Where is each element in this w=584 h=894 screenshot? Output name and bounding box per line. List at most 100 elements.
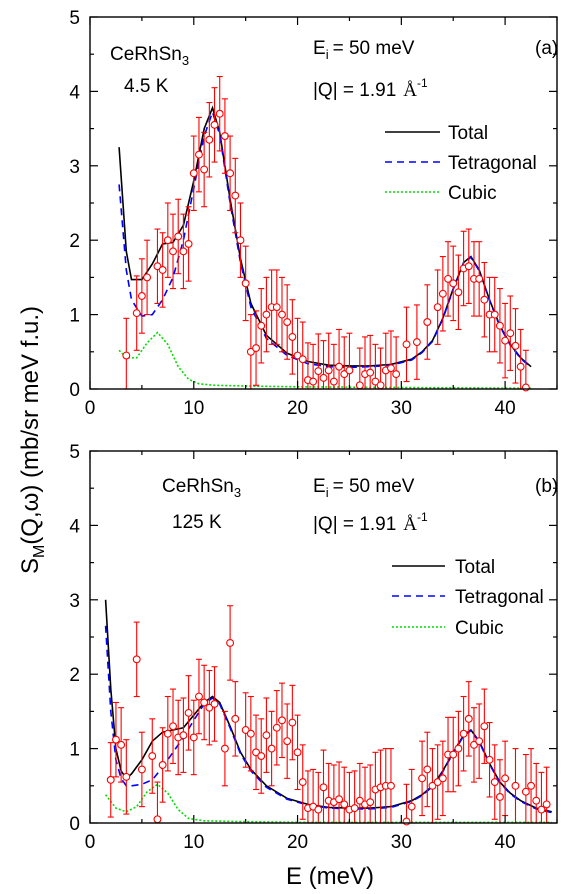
panel-a-data-point (449, 245, 458, 322)
panel-b-data-point (501, 740, 510, 817)
panel-a-data-point (501, 302, 510, 379)
panel-b-data-points (106, 605, 551, 826)
data-marker (257, 321, 266, 330)
panel-b-data-point (272, 690, 281, 766)
data-marker (345, 366, 354, 375)
data-marker (179, 731, 188, 740)
data-marker (319, 373, 328, 382)
data-marker (293, 351, 302, 360)
panel-a-data-point (231, 157, 240, 234)
panel-b-tetragonal-curve (104, 625, 552, 814)
data-marker (226, 639, 235, 647)
panel-b-data-point (314, 771, 323, 824)
data-marker (511, 781, 520, 790)
x-tick-label: 40 (495, 832, 516, 853)
data-marker (195, 150, 203, 159)
data-marker (335, 362, 344, 371)
panel-b-data-point (459, 695, 468, 772)
panel-a-temperature: 4.5 K (124, 76, 169, 97)
panel-a-data-point (371, 343, 380, 390)
x-tick-label: 0 (85, 398, 96, 419)
panel-b-data-point (174, 699, 183, 776)
panel-b-ei-label: Ei = 50 meV (313, 476, 415, 500)
data-marker (205, 135, 214, 144)
panel-a-legend-tetragonal: Tetragonal (448, 153, 537, 174)
y-tick-label: 0 (69, 380, 80, 401)
panel-a-data-point (210, 87, 219, 163)
data-marker (158, 761, 167, 769)
data-marker (246, 729, 255, 738)
panel-a-data-point (387, 330, 395, 390)
y-axis-label: SM(Q,ω) (mb/sr meV f.u.) (17, 306, 48, 574)
panel-b-data-point (335, 761, 344, 824)
panel-a-data-point (293, 317, 302, 390)
panel-a-data-point (163, 202, 172, 278)
data-marker (355, 796, 364, 805)
data-marker (366, 368, 375, 377)
y-tick-label: 0 (69, 814, 80, 835)
panel-b-data-point (117, 707, 126, 783)
data-marker (210, 120, 219, 129)
panel-a-data-point (272, 269, 281, 345)
y-tick-label: 1 (69, 740, 80, 761)
data-marker (257, 752, 266, 760)
data-marker (200, 698, 209, 707)
panel-a-q-label: |Q| = 1.91 Å-1 (313, 76, 428, 101)
x-tick-label: 20 (287, 398, 308, 419)
data-marker (184, 239, 193, 248)
data-marker (392, 370, 401, 379)
panel-a-data-point (454, 254, 463, 331)
y-tick-label: 4 (69, 82, 80, 103)
panel-a-data-point (132, 275, 141, 351)
data-marker (184, 708, 193, 717)
data-marker (480, 295, 489, 304)
data-marker (423, 318, 432, 326)
y-tick-label: 2 (69, 665, 80, 686)
panel-b-tick-labels: 0 10 20 30 40 0 1 2 3 4 5 (69, 442, 515, 853)
data-marker (272, 303, 281, 312)
data-marker (475, 737, 484, 746)
data-marker (117, 740, 126, 749)
panel-a-data-point (184, 206, 193, 282)
panel-b-data-point (490, 744, 499, 820)
panel-a-data-point (189, 135, 198, 211)
panel-a-data-point (475, 241, 484, 317)
data-marker (298, 778, 307, 787)
panel-a-tick-labels: 0 10 20 30 40 0 1 2 3 4 5 (69, 8, 515, 419)
panel-b-data-point (220, 710, 229, 787)
data-marker (464, 714, 473, 723)
panel-b-data-point (366, 764, 375, 824)
panel-b-data-point (241, 692, 250, 768)
panel-a-data-point (506, 295, 515, 371)
panel-b-data-point (189, 699, 198, 776)
panel-b-data-point (169, 688, 177, 765)
panel-b-curves (104, 599, 552, 824)
panel-b-data-point (179, 697, 188, 773)
data-marker (521, 787, 530, 796)
data-marker (241, 726, 250, 734)
panel-b-data-point (433, 744, 442, 820)
data-marker (387, 364, 395, 373)
data-marker (267, 744, 276, 753)
data-marker (438, 774, 447, 783)
data-marker (132, 309, 141, 318)
panel-a-data-point (521, 349, 530, 392)
panel-b-data-point (205, 669, 214, 746)
data-marker (252, 344, 260, 353)
panel-b-data-point (158, 727, 167, 803)
panel-a-data-point (361, 336, 369, 390)
panel-b-sample-label: CeRhSn3 (162, 476, 241, 500)
panel-b-data-point (470, 707, 478, 783)
panel-a-data-point (257, 288, 266, 364)
data-marker (153, 815, 162, 824)
panel-b-data-point (163, 695, 172, 772)
data-marker (111, 735, 120, 744)
panel-b-data-point (428, 748, 437, 824)
data-marker (335, 795, 344, 804)
panel-b-data-point (340, 766, 349, 824)
data-marker (402, 817, 411, 826)
panel-a-data-point (153, 228, 162, 304)
panel-b-data-point (361, 766, 369, 824)
data-marker (132, 655, 141, 664)
panel-b-data-point (278, 682, 286, 759)
